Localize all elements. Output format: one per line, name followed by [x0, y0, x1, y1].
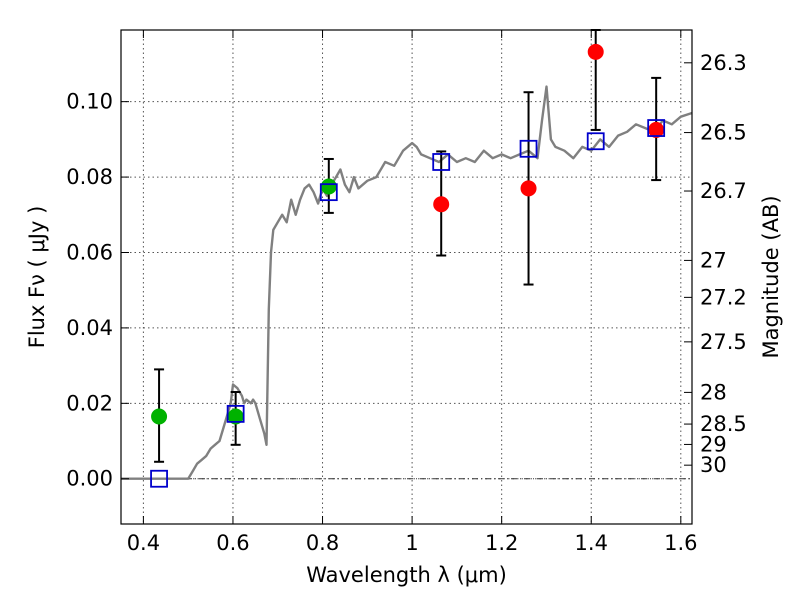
y-tick-label: 0.02 [66, 391, 113, 415]
y2-tick-label: 26.3 [700, 51, 747, 75]
x-tick-label: 1.4 [575, 531, 608, 555]
y-tick-label: 0.08 [66, 165, 113, 189]
data-point-green [151, 408, 168, 425]
x-tick-label: 1 [405, 531, 418, 555]
model-square-marker [519, 139, 538, 158]
x-axis-ticks: 0.4 0.6 0.8 1 1.2 1.4 1.6 [127, 30, 698, 555]
y2-tick-label: 29 [700, 432, 727, 456]
x-axis-title: Wavelength λ (μm) [306, 563, 507, 587]
y2-tick-label: 30 [700, 453, 727, 477]
model-square-marker [319, 183, 338, 202]
y2-tick-label: 28 [700, 380, 727, 404]
y-tick-label: 0.00 [66, 467, 113, 491]
y-tick-label: 0.10 [66, 90, 113, 114]
y2-axis-title: Magnitude (AB) [759, 195, 783, 358]
x-tick-label: 0.6 [216, 531, 249, 555]
model-square-marker [586, 132, 605, 151]
y2-tick-label: 26.7 [700, 179, 747, 203]
y2-tick-label: 27.5 [700, 330, 747, 354]
x-tick-label: 1.2 [485, 531, 518, 555]
y2-tick-label: 27 [700, 248, 727, 272]
model-square-marker [647, 119, 666, 137]
x-tick-label: 0.4 [127, 531, 160, 555]
y2-tick-label: 28.5 [700, 412, 747, 436]
x-tick-label: 0.8 [306, 531, 339, 555]
data-point-red [520, 180, 537, 197]
model-spectrum-line [121, 85, 693, 480]
model-square-marker [150, 469, 168, 488]
data-markers [150, 43, 666, 488]
y2-tick-label: 27.2 [700, 285, 747, 309]
error-bars [154, 29, 662, 463]
grid-lines [121, 30, 692, 524]
model-square-marker [226, 404, 245, 423]
y-tick-label: 0.04 [66, 316, 113, 340]
x-tick-label: 1.6 [664, 531, 697, 555]
data-point-green [320, 178, 337, 195]
plot-frame [120, 29, 693, 525]
y-axis-title: Flux Fν ( μJy ) [25, 206, 49, 349]
y-tick-label: 0.06 [66, 240, 113, 264]
y-axis-ticks: 0.00 0.02 0.04 0.06 0.08 0.10 [66, 90, 129, 491]
y2-tick-label: 26.5 [700, 121, 747, 145]
data-point-red [587, 43, 604, 60]
data-point-red [433, 196, 450, 213]
model-square-marker [432, 153, 451, 171]
